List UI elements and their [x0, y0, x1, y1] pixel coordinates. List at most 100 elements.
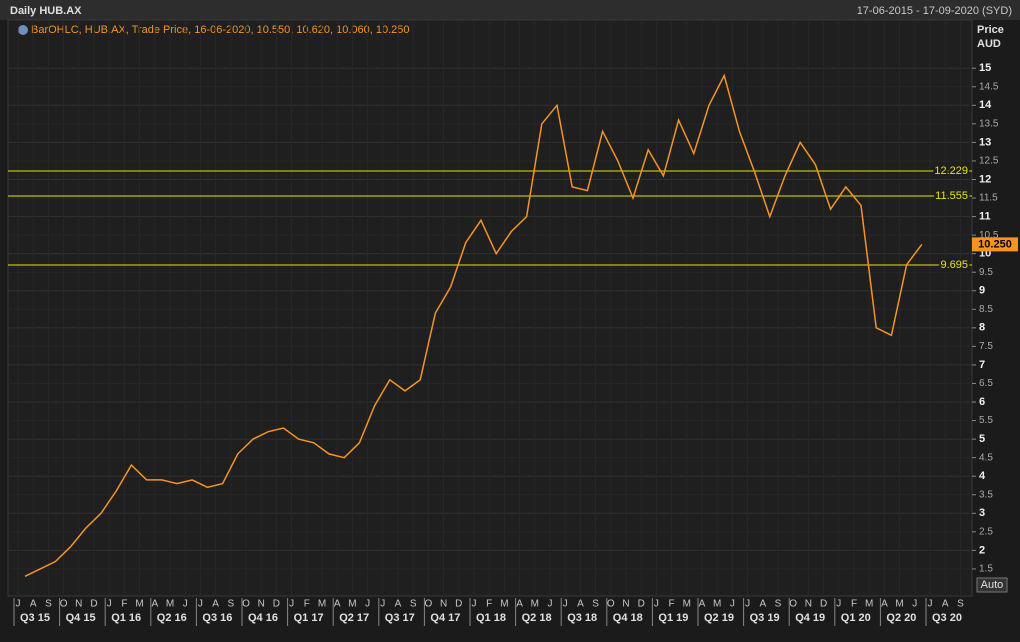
x-tick-label: O [789, 599, 797, 610]
x-tick-label: F [121, 599, 127, 610]
y-tick-label: 13.5 [979, 118, 999, 129]
x-tick-label: S [957, 599, 964, 610]
x-tick-label: M [895, 599, 903, 610]
x-tick-label: D [90, 599, 97, 610]
x-tick-label: J [912, 599, 917, 610]
auto-button[interactable] [976, 577, 1008, 593]
date-range: 17-06-2015 - 17-09-2020 (SYD) [857, 5, 1012, 17]
auto-button-label[interactable]: Auto [981, 579, 1004, 591]
quarter-label: Q1 17 [294, 612, 324, 624]
x-tick-label: J [745, 599, 750, 610]
x-tick-label: N [805, 599, 812, 610]
y-tick-label: 12 [979, 173, 991, 185]
x-tick-label: J [107, 599, 112, 610]
x-tick-label: J [289, 599, 294, 610]
x-tick-label: N [75, 599, 82, 610]
last-value-badge [972, 237, 1018, 252]
y-tick-label: 11.5 [979, 193, 998, 204]
x-tick-label: O [242, 599, 250, 610]
y-tick-label: 6 [979, 396, 985, 408]
quarter-label: Q4 17 [430, 612, 460, 624]
quarter-label: Q2 18 [522, 612, 552, 624]
quarter-label: Q1 19 [658, 612, 688, 624]
y-tick-label: 3 [979, 507, 985, 519]
x-tick-label: M [531, 599, 539, 610]
y-tick-label: 4 [979, 470, 986, 482]
x-tick-label: N [258, 599, 265, 610]
quarter-label: Q2 20 [886, 612, 916, 624]
y-tick-label: 9.5 [979, 267, 993, 278]
x-tick-label: O [425, 599, 433, 610]
last-value-label: 10.250 [978, 238, 1012, 250]
x-tick-label: M [713, 599, 721, 610]
reference-label: 9.695 [940, 259, 968, 271]
quarter-label: Q3 19 [750, 612, 780, 624]
x-tick-label: D [638, 599, 645, 610]
y-tick-label: 13 [979, 136, 991, 148]
quarter-label: Q2 19 [704, 612, 734, 624]
quarter-label: Q3 17 [385, 612, 415, 624]
x-tick-label: F [304, 599, 310, 610]
y-tick-label: 9 [979, 285, 985, 297]
y-tick-label: 14 [979, 99, 992, 111]
y-tick-label: 8 [979, 322, 985, 334]
header-bar [0, 0, 1020, 20]
x-tick-label: J [730, 599, 735, 610]
x-tick-label: A [516, 599, 523, 610]
x-tick-label: J [563, 599, 568, 610]
x-tick-label: J [472, 599, 477, 610]
x-tick-label: J [183, 599, 188, 610]
plot-area [7, 19, 973, 597]
quarter-label: Q2 17 [339, 612, 369, 624]
x-tick-label: A [577, 599, 584, 610]
quarter-label: Q3 20 [932, 612, 962, 624]
x-tick-label: J [928, 599, 933, 610]
x-tick-label: D [455, 599, 462, 610]
y-tick-label: 3.5 [979, 489, 993, 500]
price-line [24, 73, 923, 577]
x-tick-label: O [607, 599, 615, 610]
x-tick-label: A [151, 599, 158, 610]
x-tick-label: F [486, 599, 492, 610]
quarter-label: Q1 20 [841, 612, 871, 624]
x-tick-label: A [699, 599, 706, 610]
y-tick-label: 14.5 [979, 81, 999, 92]
x-tick-label: M [318, 599, 326, 610]
quarter-label: Q1 16 [111, 612, 141, 624]
x-tick-label: J [16, 599, 21, 610]
quarter-label: Q2 16 [157, 612, 187, 624]
x-tick-label: J [548, 599, 553, 610]
y-tick-label: 7 [979, 359, 985, 371]
x-tick-label: D [273, 599, 280, 610]
y-tick-label: 5.5 [979, 415, 993, 426]
x-tick-label: M [500, 599, 508, 610]
quarter-label: Q4 19 [795, 612, 825, 624]
x-tick-label: S [45, 599, 52, 610]
x-tick-label: N [440, 599, 447, 610]
quarter-label: Q4 15 [66, 612, 96, 624]
x-tick-label: A [212, 599, 219, 610]
x-tick-label: A [881, 599, 888, 610]
y-tick-label: 2 [979, 544, 985, 556]
x-tick-label: M [135, 599, 143, 610]
quarter-label: Q3 15 [20, 612, 50, 624]
x-tick-label: O [60, 599, 68, 610]
y-tick-label: 6.5 [979, 378, 993, 389]
x-tick-label: D [820, 599, 827, 610]
quarter-label: Q3 16 [202, 612, 232, 624]
y-tick-label: 15 [979, 62, 991, 74]
y-tick-label: 1.5 [979, 564, 993, 575]
x-tick-label: S [775, 599, 782, 610]
x-tick-label: M [166, 599, 174, 610]
x-tick-label: F [851, 599, 857, 610]
chart-title: Daily HUB.AX [10, 5, 82, 17]
y-axis-label: Price [977, 24, 1004, 36]
y-axis-label: AUD [977, 38, 1001, 50]
x-tick-label: A [395, 599, 402, 610]
x-tick-label: F [669, 599, 675, 610]
x-tick-label: J [365, 599, 370, 610]
x-tick-label: M [348, 599, 356, 610]
reference-label: 12.229 [934, 165, 968, 177]
